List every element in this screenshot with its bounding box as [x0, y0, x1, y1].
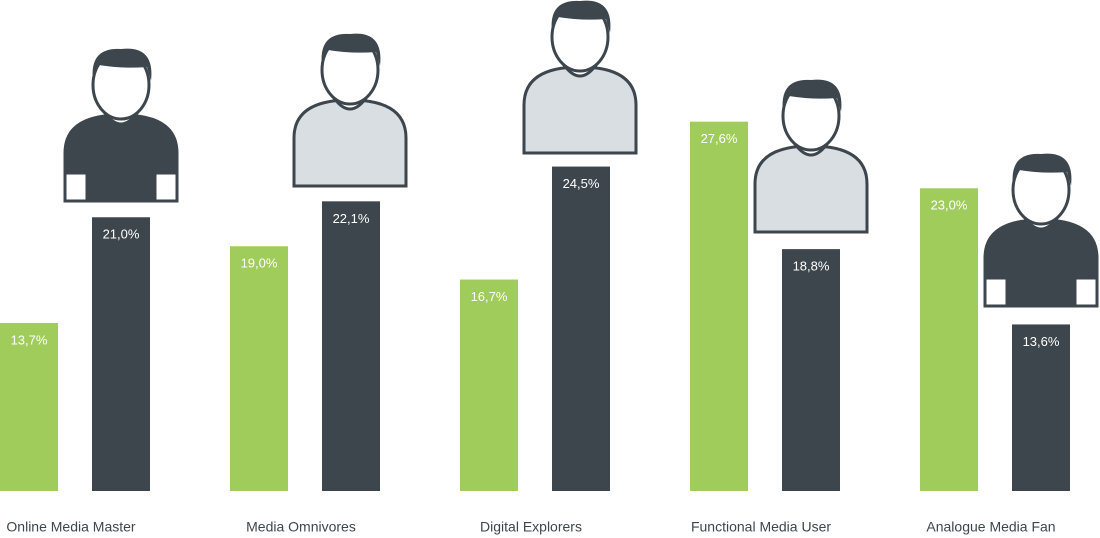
- x-tick-label: Media Omnivores: [246, 519, 356, 535]
- value-label: 21,0%: [103, 227, 140, 242]
- value-label: 16,7%: [471, 289, 508, 304]
- x-tick-label: Online Media Master: [6, 519, 136, 535]
- bar: [552, 166, 610, 491]
- persona-icon: [753, 78, 869, 234]
- persona-icon: [983, 152, 1099, 308]
- value-label: 13,7%: [11, 332, 48, 347]
- persona-icon: [63, 47, 179, 203]
- value-label: 18,8%: [793, 259, 830, 274]
- bar: [92, 217, 150, 491]
- bar: [1012, 324, 1070, 491]
- persona-icon: [522, 0, 638, 155]
- value-label: 19,0%: [241, 256, 278, 271]
- value-label: 27,6%: [701, 131, 738, 146]
- value-label: 13,6%: [1023, 334, 1060, 349]
- bar: [0, 322, 58, 491]
- value-label: 24,5%: [563, 176, 600, 191]
- x-tick-label: Digital Explorers: [480, 519, 582, 535]
- bar: [782, 249, 840, 491]
- x-tick-label: Functional Media User: [691, 519, 831, 535]
- bar: [460, 279, 518, 491]
- persona-icon: [292, 32, 408, 188]
- x-tick-label: Analogue Media Fan: [926, 519, 1055, 535]
- bar: [690, 121, 748, 491]
- value-label: 22,1%: [333, 211, 370, 226]
- bar: [230, 246, 288, 491]
- bar: [920, 188, 978, 491]
- bar: [322, 201, 380, 492]
- value-label: 23,0%: [931, 198, 968, 213]
